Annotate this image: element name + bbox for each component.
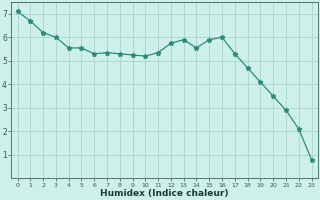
X-axis label: Humidex (Indice chaleur): Humidex (Indice chaleur) [100, 189, 229, 198]
